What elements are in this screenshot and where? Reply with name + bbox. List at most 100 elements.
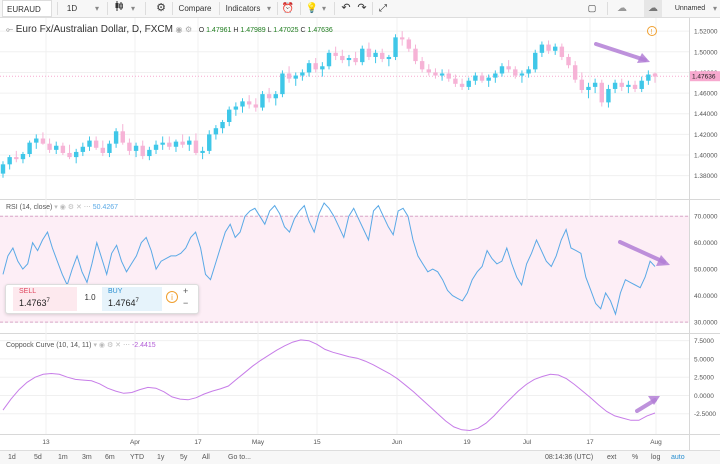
candle: [419, 56, 425, 73]
plus-button[interactable]: +: [183, 286, 189, 296]
rsi-legend[interactable]: RSI (14, close) ▾ ◉ ⚙ ✕ ⋯ 50.4267: [6, 203, 118, 211]
candle: [147, 146, 152, 161]
sell-button[interactable]: SELL 1.47637: [13, 287, 77, 311]
range-button-1y[interactable]: 1y: [157, 454, 165, 461]
range-button-1m[interactable]: 1m: [58, 454, 68, 461]
range-button-1d[interactable]: 1d: [8, 454, 16, 461]
range-button-6m[interactable]: 6m: [105, 454, 115, 461]
candle: [406, 37, 412, 52]
indicators-dropdown-icon[interactable]: ▾: [266, 4, 271, 13]
sell-price: 1.47637: [19, 298, 50, 308]
x-tick-label: May: [252, 439, 265, 446]
candle: [286, 66, 292, 83]
toolbar-divider: [372, 2, 373, 15]
candle: [366, 42, 372, 61]
toolbar-divider: [107, 2, 108, 15]
legend-settings-icon[interactable]: ⚙: [185, 25, 193, 34]
y-tick-label: 1.40000: [694, 153, 718, 160]
chart-area[interactable]: 1.520001.500001.480001.460001.440001.420…: [0, 18, 720, 450]
log-toggle[interactable]: log: [651, 454, 661, 461]
candle: [386, 54, 392, 67]
coppock-legend[interactable]: Coppock Curve (10, 14, 11) ▾ ◉ ⚙ ✕ ⋯ -2.…: [6, 341, 156, 349]
candle: [326, 49, 332, 70]
cloud-icon[interactable]: ☁: [617, 3, 627, 14]
cloud-save-icon[interactable]: ☁: [644, 0, 662, 17]
candle: [193, 133, 199, 156]
alert-clock-icon[interactable]: ⏰: [281, 3, 295, 14]
chart-style-dropdown-icon[interactable]: ▾: [130, 4, 135, 13]
coppock-pane[interactable]: [0, 335, 689, 434]
screenshot-icon[interactable]: ▢: [587, 3, 597, 13]
candle: [93, 136, 99, 150]
candle: [220, 119, 225, 134]
candle: [586, 82, 591, 99]
candle: [539, 41, 545, 57]
y-tick-label: 1.50000: [694, 49, 718, 56]
ohlc-open-label: O: [198, 27, 205, 34]
idea-dropdown-icon[interactable]: ▾: [321, 4, 326, 13]
undo-icon[interactable]: ↶: [341, 2, 351, 14]
info-icon[interactable]: i: [166, 291, 178, 303]
candle: [632, 80, 638, 93]
chart-style-icon: ⟜: [6, 24, 14, 34]
candle: [340, 49, 345, 64]
buy-button[interactable]: BUY 1.47647: [102, 287, 162, 311]
auto-toggle[interactable]: auto: [671, 454, 685, 461]
chart-style-candles-icon[interactable]: [112, 0, 126, 17]
percent-toggle[interactable]: %: [632, 454, 639, 461]
candle: [20, 151, 26, 164]
rsi-legend-controls-icon[interactable]: ▾ ◉ ⚙ ✕ ⋯: [54, 204, 91, 211]
quantity-field[interactable]: 1.0: [84, 293, 96, 302]
coppock-title: Coppock Curve (10, 14, 11): [6, 342, 92, 349]
candle: [180, 134, 185, 148]
main-pane[interactable]: [0, 18, 689, 198]
candle: [300, 69, 305, 81]
candle: [80, 142, 86, 157]
interval-button[interactable]: 1D: [66, 4, 78, 13]
compare-button[interactable]: Compare: [178, 4, 212, 13]
settings-gear-icon[interactable]: ⚙: [156, 2, 166, 14]
toolbar-divider: [172, 2, 173, 15]
minus-button[interactable]: −: [183, 298, 189, 308]
range-button-ytd[interactable]: YTD: [130, 454, 144, 461]
candle: [652, 72, 658, 83]
candle: [113, 128, 119, 148]
fullscreen-icon[interactable]: ⤢: [379, 3, 387, 14]
candle: [27, 140, 32, 158]
range-button-5y[interactable]: 5y: [180, 454, 188, 461]
candle: [499, 63, 505, 77]
idea-lightbulb-icon[interactable]: 💡: [305, 3, 319, 14]
x-tick-label: Aug: [650, 439, 662, 446]
annotation-arrow[interactable]: [618, 240, 670, 266]
candle: [100, 140, 105, 157]
coppock-legend-controls-icon[interactable]: ▾ ◉ ⚙ ✕ ⋯: [93, 342, 130, 349]
range-button-3m[interactable]: 3m: [82, 454, 92, 461]
range-button-5d[interactable]: 5d: [34, 454, 42, 461]
layout-name-button[interactable]: Unnamed: [674, 5, 706, 12]
legend-eye-icon[interactable]: ◉: [175, 25, 183, 34]
layout-dropdown-icon[interactable]: ▾: [712, 4, 717, 13]
go-to-button[interactable]: Go to...: [228, 454, 251, 461]
candle: [439, 69, 445, 81]
annotation-arrow[interactable]: [635, 396, 660, 413]
clock-time[interactable]: 08:14:36 (UTC): [545, 454, 594, 461]
ohlc-low-label: L: [267, 27, 272, 34]
interval-dropdown-icon[interactable]: ▾: [94, 4, 99, 13]
x-tick-label: Jun: [392, 439, 403, 446]
annotation-arrow[interactable]: [594, 42, 650, 63]
x-tick-label: 17: [194, 439, 202, 446]
ext-toggle[interactable]: ext: [607, 454, 617, 461]
symbol-title[interactable]: Euro Fx/Australian Dollar, D, FXCM: [15, 24, 173, 35]
candle: [0, 161, 6, 178]
candle: [167, 136, 172, 150]
redo-icon[interactable]: ↷: [357, 2, 367, 14]
candle: [233, 102, 239, 116]
range-button-all[interactable]: All: [202, 454, 210, 461]
indicators-button[interactable]: Indicators: [225, 4, 261, 13]
ohlc-high-value: 1.47989: [240, 27, 266, 34]
warning-icon[interactable]: [647, 26, 657, 36]
last-price-label-bg: [690, 71, 720, 82]
symbol-search-input[interactable]: EURAUD: [2, 0, 52, 17]
candle: [306, 60, 312, 77]
candle: [592, 78, 598, 94]
